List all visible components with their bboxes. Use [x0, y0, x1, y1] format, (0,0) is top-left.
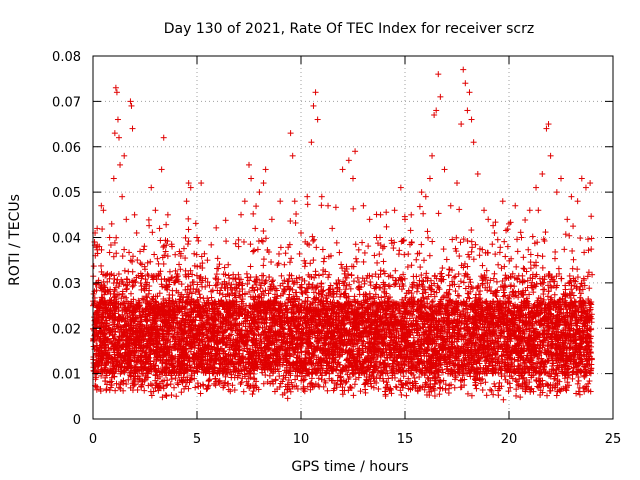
data-point — [145, 216, 152, 223]
data-point — [243, 270, 250, 277]
data-point — [260, 228, 267, 235]
data-point — [585, 247, 592, 254]
data-point — [542, 229, 549, 236]
data-point — [418, 241, 425, 248]
data-point — [492, 219, 499, 226]
data-point — [90, 290, 97, 297]
data-point — [489, 241, 496, 248]
data-point — [508, 282, 515, 289]
data-point — [201, 250, 208, 257]
data-point — [269, 277, 276, 284]
chart-title: Day 130 of 2021, Rate Of TEC Index for r… — [164, 21, 534, 37]
data-point — [540, 383, 547, 390]
data-point — [457, 278, 464, 285]
data-point — [461, 260, 468, 267]
data-point — [304, 201, 311, 208]
data-point — [376, 251, 383, 258]
data-point — [296, 250, 303, 257]
data-point — [142, 276, 149, 283]
data-point — [90, 343, 97, 350]
data-point — [468, 392, 475, 399]
data-point — [301, 376, 308, 383]
data-point — [250, 388, 257, 395]
data-point — [367, 282, 374, 289]
data-point — [453, 234, 460, 241]
data-point — [247, 241, 254, 248]
data-points-layer — [90, 66, 596, 403]
data-point — [374, 259, 381, 266]
data-point — [155, 260, 162, 267]
data-point — [238, 211, 245, 218]
data-point — [169, 274, 176, 281]
data-point — [527, 251, 534, 258]
data-point — [212, 275, 219, 282]
data-point — [588, 213, 595, 220]
data-point — [452, 273, 459, 280]
data-point — [265, 290, 272, 297]
